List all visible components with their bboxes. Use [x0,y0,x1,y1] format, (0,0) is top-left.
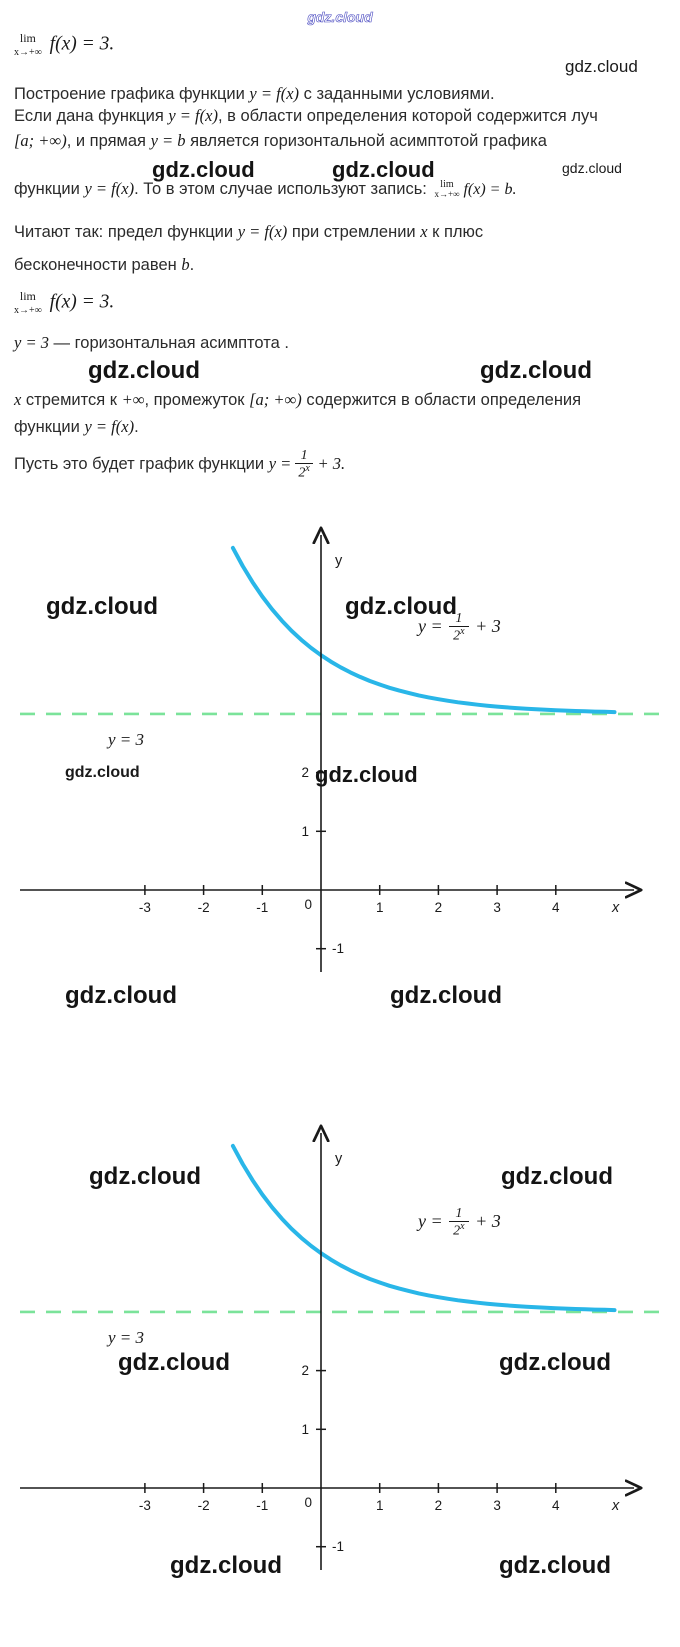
svg-text:-2: -2 [198,900,210,915]
svg-text:3: 3 [493,1498,501,1513]
svg-text:1: 1 [376,900,384,915]
svg-text:y: y [335,1151,343,1167]
svg-text:0: 0 [304,897,312,912]
svg-text:2: 2 [435,900,443,915]
svg-text:3: 3 [493,900,501,915]
svg-text:4: 4 [552,1498,560,1513]
svg-text:2: 2 [301,765,309,780]
svg-text:1: 1 [376,1498,384,1513]
svg-text:2: 2 [435,1498,443,1513]
svg-text:-1: -1 [256,1498,268,1513]
svg-text:-1: -1 [332,941,344,956]
svg-text:1: 1 [301,824,309,839]
svg-text:-3: -3 [139,900,151,915]
svg-text:-3: -3 [139,1498,151,1513]
svg-text:4: 4 [552,900,560,915]
svg-text:-2: -2 [198,1498,210,1513]
svg-text:x: x [611,900,620,916]
svg-text:y: y [335,553,343,569]
svg-text:0: 0 [304,1495,312,1510]
svg-text:2: 2 [301,1363,309,1378]
svg-text:1: 1 [301,1422,309,1437]
svg-text:x: x [611,1498,620,1514]
svg-text:-1: -1 [256,900,268,915]
svg-text:-1: -1 [332,1539,344,1554]
